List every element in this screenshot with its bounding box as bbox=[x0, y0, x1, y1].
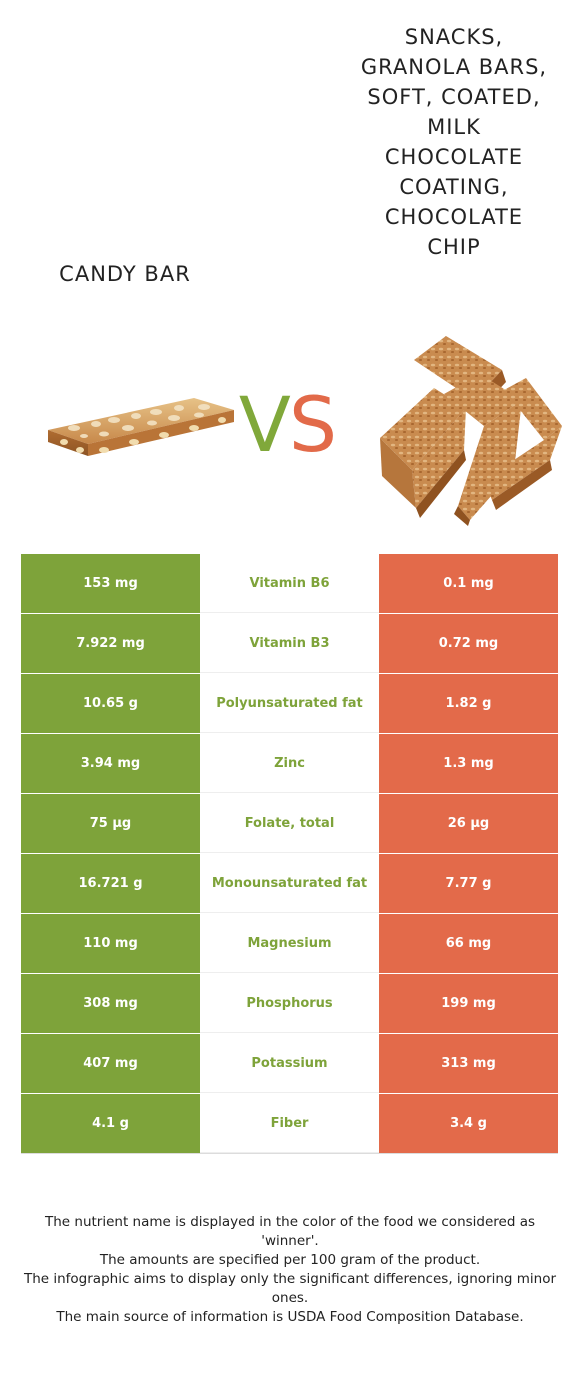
footnote-significant: The infographic aims to display only the… bbox=[23, 1271, 557, 1306]
left-value: 407 mg bbox=[21, 1034, 200, 1093]
right-value: 26 µg bbox=[379, 794, 558, 853]
footnote-per-100g: The amounts are specified per 100 gram o… bbox=[99, 1252, 481, 1268]
table-row: 153 mg Vitamin B6 0.1 mg bbox=[21, 554, 558, 614]
nutrient-name: Zinc bbox=[200, 734, 379, 793]
table-row: 10.65 g Polyunsaturated fat 1.82 g bbox=[21, 674, 558, 734]
right-value: 66 mg bbox=[379, 914, 558, 973]
left-value: 4.1 g bbox=[21, 1094, 200, 1153]
nutrient-name: Phosphorus bbox=[200, 974, 379, 1033]
nutrient-name: Vitamin B3 bbox=[200, 614, 379, 673]
left-value: 110 mg bbox=[21, 914, 200, 973]
nutrient-name: Fiber bbox=[200, 1094, 379, 1153]
left-value: 75 µg bbox=[21, 794, 200, 853]
right-value: 0.72 mg bbox=[379, 614, 558, 673]
nutrient-name: Monounsaturated fat bbox=[200, 854, 379, 913]
granola-bars-image bbox=[374, 330, 566, 526]
nutrient-name: Magnesium bbox=[200, 914, 379, 973]
left-value: 16.721 g bbox=[21, 854, 200, 913]
table-bottom-divider bbox=[21, 1153, 558, 1154]
right-value: 1.82 g bbox=[379, 674, 558, 733]
right-value: 199 mg bbox=[379, 974, 558, 1033]
comparison-table: 153 mg Vitamin B6 0.1 mg 7.922 mg Vitamin B3… bbox=[21, 554, 558, 1154]
right-value: 0.1 mg bbox=[379, 554, 558, 613]
nutrient-name: Polyunsaturated fat bbox=[200, 674, 379, 733]
table-row: 407 mg Potassium 313 mg bbox=[21, 1034, 558, 1094]
right-value: 7.77 g bbox=[379, 854, 558, 913]
left-value: 153 mg bbox=[21, 554, 200, 613]
nutrient-name: Potassium bbox=[200, 1034, 379, 1093]
footnotes: The nutrient name is displayed in the co… bbox=[18, 1213, 562, 1327]
right-value: 3.4 g bbox=[379, 1094, 558, 1153]
nutrient-name: Folate, total bbox=[200, 794, 379, 853]
right-value: 1.3 mg bbox=[379, 734, 558, 793]
candy-bar-image bbox=[44, 390, 236, 465]
table-row: 75 µg Folate, total 26 µg bbox=[21, 794, 558, 854]
table-row: 7.922 mg Vitamin B3 0.72 mg bbox=[21, 614, 558, 674]
left-value: 7.922 mg bbox=[21, 614, 200, 673]
table-row: 16.721 g Monounsaturated fat 7.77 g bbox=[21, 854, 558, 914]
nutrient-name: Vitamin B6 bbox=[200, 554, 379, 613]
table-row: 3.94 mg Zinc 1.3 mg bbox=[21, 734, 558, 794]
left-value: 308 mg bbox=[21, 974, 200, 1033]
right-value: 313 mg bbox=[379, 1034, 558, 1093]
right-food-title: SNACKS, GRANOLA BARS, SOFT, COATED, MILK… bbox=[360, 25, 548, 259]
table-row: 308 mg Phosphorus 199 mg bbox=[21, 974, 558, 1034]
footnote-winner: The nutrient name is displayed in the co… bbox=[44, 1214, 536, 1249]
table-row: 110 mg Magnesium 66 mg bbox=[21, 914, 558, 974]
footnote-source: The main source of information is USDA F… bbox=[56, 1309, 524, 1325]
left-food-title: CANDY BAR bbox=[59, 262, 191, 286]
table-row: 4.1 g Fiber 3.4 g bbox=[21, 1094, 558, 1154]
vs-label: VS bbox=[222, 375, 352, 475]
left-value: 10.65 g bbox=[21, 674, 200, 733]
vs-s-letter: S bbox=[288, 380, 337, 469]
left-value: 3.94 mg bbox=[21, 734, 200, 793]
vs-v-letter: V bbox=[238, 380, 291, 469]
